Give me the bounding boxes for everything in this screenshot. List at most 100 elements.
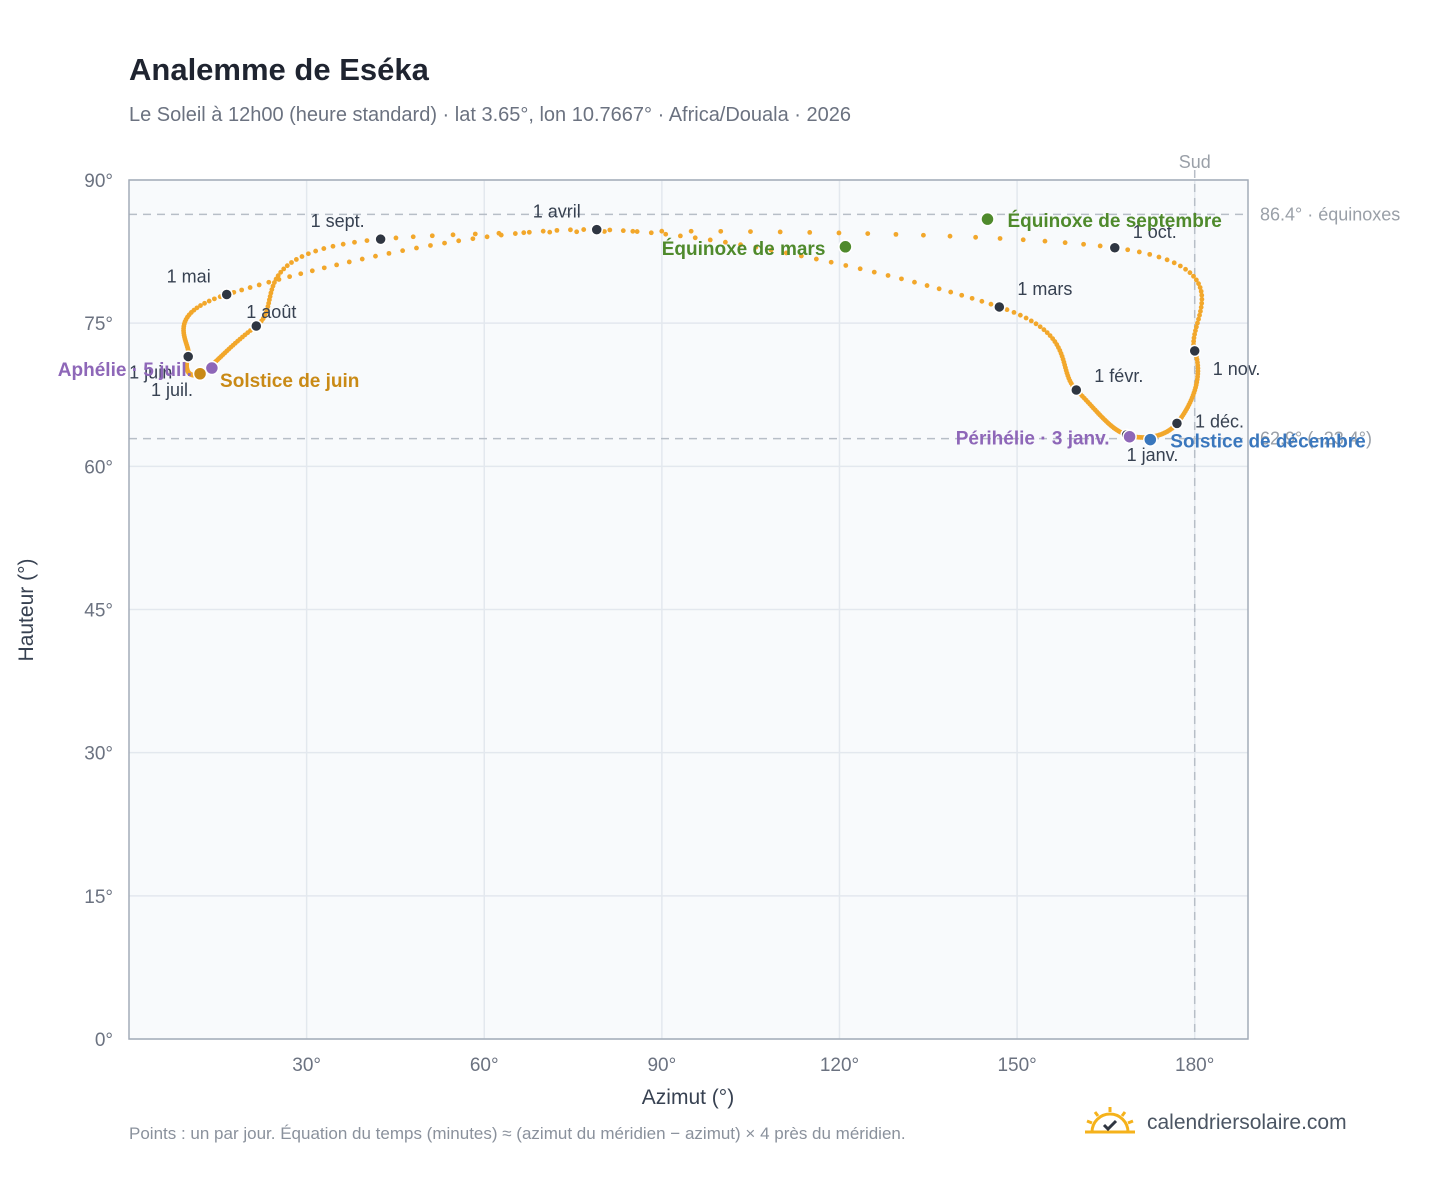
daily-point [352,239,357,245]
daily-point [707,237,713,243]
daily-point [1192,331,1198,337]
daily-point [1193,328,1198,334]
daily-point [386,250,392,256]
event-marker [204,360,220,376]
event-label: Équinoxe de septembre [1007,210,1221,232]
daily-point [278,269,284,275]
daily-point [1062,240,1068,246]
x-tick-label: 30° [292,1055,321,1076]
daily-point [484,234,490,240]
daily-point [1097,243,1103,249]
month-marker [590,223,603,236]
daily-point [1028,318,1034,324]
daily-point [1198,288,1204,294]
event-label: Solstice de décembre [1170,432,1365,453]
month-marker [1188,344,1201,358]
month-label: 1 déc. [1195,411,1244,431]
daily-point [924,283,930,288]
daily-point [1194,324,1199,330]
daily-point [912,279,917,285]
x-tick-label: 60° [470,1055,499,1076]
daily-point [871,269,877,275]
brand[interactable]: calendriersolaire.com [1083,1106,1347,1140]
daily-point [496,230,502,236]
daily-point [284,263,290,269]
daily-point [798,253,804,259]
daily-point [281,266,287,272]
daily-point [648,230,654,236]
daily-point [722,239,728,245]
daily-point [1171,260,1177,266]
daily-point [857,266,863,272]
daily-point [574,229,580,235]
month-label: 1 oct. [1133,222,1177,242]
daily-point [777,229,783,235]
daily-point [1023,315,1029,321]
daily-point [1020,237,1026,243]
daily-point [620,228,626,234]
daily-point [202,300,207,306]
daily-point [921,232,926,238]
month-label: 1 juin [129,363,172,383]
daily-point [1197,285,1203,290]
month-label: 1 mars [1017,279,1072,299]
daily-point [663,231,669,237]
daily-point [997,236,1003,241]
reference-lines: Sud 86.4° · équinoxes 62.9° (−23.4°) [129,152,1400,1039]
daily-point [1199,292,1205,298]
chart-subtitle: Le Soleil à 12h00 (heure standard) · lat… [129,104,852,126]
daily-point [783,250,789,256]
brand-name: calendriersolaire.com [1147,1111,1347,1134]
daily-point [1004,307,1010,313]
daily-point [429,233,435,239]
daily-point [359,256,365,262]
daily-point [973,234,979,240]
daily-point [692,235,698,241]
daily-point [309,268,315,274]
month-marker [220,288,233,301]
event-label: Solstice de juin [220,371,359,392]
daily-point [340,241,346,247]
month-label: 1 août [246,302,296,322]
daily-point [1081,241,1086,247]
y-tick-label: 45° [84,601,113,622]
daily-point [321,246,327,251]
daily-point [198,303,203,308]
daily-point [581,227,587,232]
daily-point [1033,321,1039,327]
daily-point [659,228,665,234]
x-tick-label: 90° [647,1055,676,1076]
daily-point [936,286,942,292]
daily-point [828,259,834,265]
daily-point [1191,273,1196,279]
daily-point [688,228,694,234]
daily-point [718,228,724,234]
daily-point [364,238,370,244]
month-marker [1170,417,1184,430]
daily-point [947,233,953,239]
reference-line-label: 62.9° (−23.4°) [1260,429,1372,449]
month-label: 1 janv. [1127,445,1179,465]
daily-point [1164,257,1170,263]
daily-point [400,248,406,254]
month-marker [181,350,195,363]
daily-point [1196,281,1201,287]
daily-point [893,231,899,237]
reference-line-label: 86.4° · équinoxes [1260,204,1400,224]
daily-point [346,259,352,265]
daily-point [1197,312,1202,318]
month-marker [250,319,263,333]
event-marker [192,366,208,382]
daily-point [1037,324,1043,330]
daily-point [289,260,294,265]
daily-point [456,238,462,244]
y-tick-label: 30° [84,744,113,765]
daily-point [442,240,447,246]
month-label: 1 sept. [311,211,365,231]
event-marker [1143,432,1158,447]
daily-point [602,229,607,234]
daily-point [321,265,327,271]
month-label: 1 juil. [151,380,193,400]
daily-point [1125,247,1131,253]
